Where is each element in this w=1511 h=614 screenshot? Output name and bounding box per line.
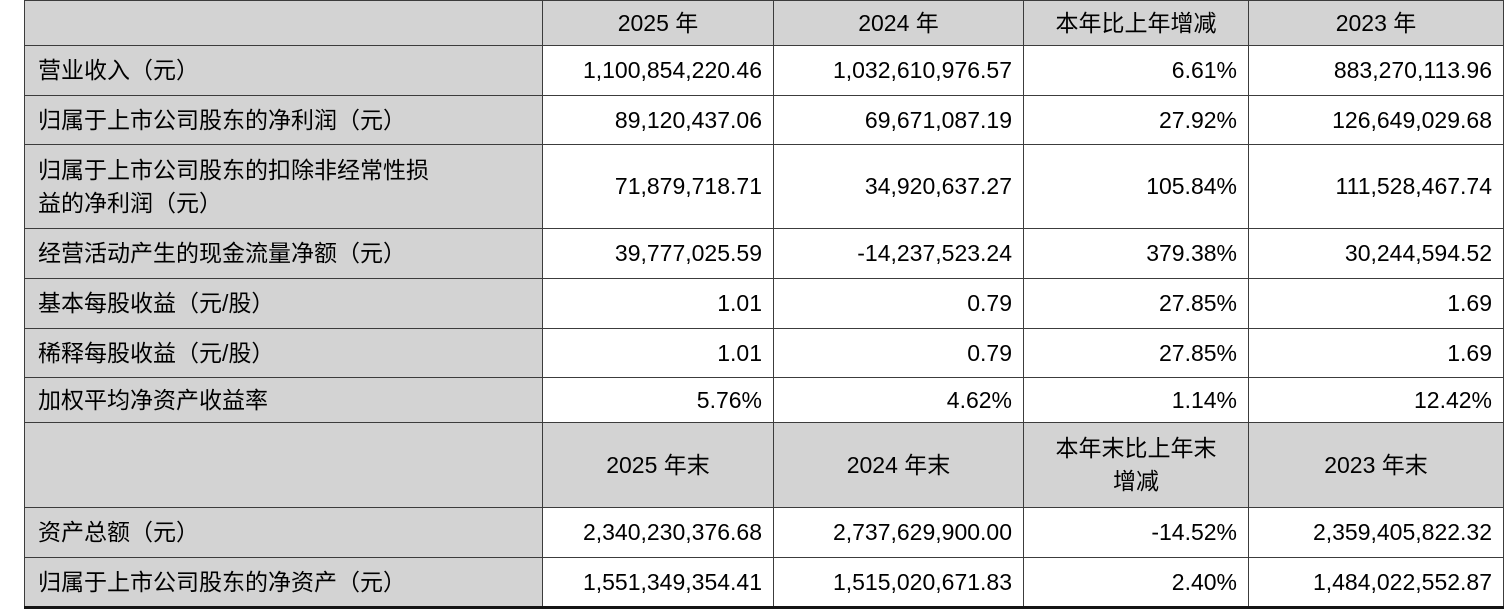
table-row: 资产总额（元） 2,340,230,376.68 2,737,629,900.00-…	[24, 507, 1504, 558]
value-cell: 2,340,230,376.68	[542, 507, 774, 558]
column-header: 2023 年末	[1248, 422, 1504, 508]
value-cell: -14.52%	[1023, 507, 1249, 558]
table-row: 经营活动产生的现金流量净额（元） 39,777,025.59 -14,237,523…	[24, 228, 1504, 279]
value-cell: 1,484,022,552.87	[1248, 557, 1504, 608]
column-header: 本年末比上年末 增减	[1023, 422, 1249, 508]
value-cell: 69,671,087.19	[773, 95, 1024, 145]
row-label: 营业收入（元）	[24, 45, 543, 96]
row-label: 经营活动产生的现金流量净额（元）	[24, 228, 543, 279]
column-header: 2023 年	[1248, 0, 1504, 46]
header-row-2: 2025 年末 2024 年末 本年末比上年末 增减 2023 年末	[24, 422, 1504, 508]
table-row: 营业收入（元） 1,100,854,220.46 1,032,610,976.57 6…	[24, 45, 1504, 96]
value-cell: 1.01	[542, 278, 774, 329]
column-header: 本年比上年增减	[1023, 0, 1249, 46]
row-label: 归属于上市公司股东的扣除非经常性损 益的净利润（元）	[24, 144, 543, 229]
header-label-cell	[24, 422, 543, 508]
value-cell: 105.84%	[1023, 144, 1249, 229]
value-cell: 30,244,594.52	[1248, 228, 1504, 279]
value-cell: 126,649,029.68	[1248, 95, 1504, 145]
row-label: 基本每股收益（元/股）	[24, 278, 543, 329]
value-cell: -14,237,523.24	[773, 228, 1024, 279]
table-row: 稀释每股收益（元/股） 1.01 0.79 27.85% 1.69	[24, 328, 1504, 378]
column-header: 2024 年末	[773, 422, 1024, 508]
value-cell: 1,100,854,220.46	[542, 45, 774, 96]
row-label: 加权平均净资产收益率	[24, 377, 543, 423]
row-label: 归属于上市公司股东的净资产（元）	[24, 557, 543, 608]
value-cell: 27.85%	[1023, 328, 1249, 378]
table-row: 归属于上市公司股东的净资产（元） 1,551,349,354.41 1,515,02…	[24, 557, 1504, 608]
value-cell: 0.79	[773, 278, 1024, 329]
value-cell: 1.69	[1248, 328, 1504, 378]
row-label: 归属于上市公司股东的净利润（元）	[24, 95, 543, 145]
value-cell: 27.85%	[1023, 278, 1249, 329]
value-cell: 5.76%	[542, 377, 774, 423]
table-row: 归属于上市公司股东的扣除非经常性损 益的净利润（元） 71,879,718.71 3…	[24, 144, 1504, 229]
value-cell: 1,551,349,354.41	[542, 557, 774, 608]
table-row: 加权平均净资产收益率 5.76% 4.62% 1.14% 12.42%	[24, 377, 1504, 423]
value-cell: 1.69	[1248, 278, 1504, 329]
header-label-cell	[24, 0, 543, 46]
row-label: 资产总额（元）	[24, 507, 543, 558]
table-row: 基本每股收益（元/股） 1.01 0.79 27.85% 1.69	[24, 278, 1504, 329]
table-row: 归属于上市公司股东的净利润（元） 89,120,437.06 69,671,087.…	[24, 95, 1504, 145]
column-header: 2025 年	[542, 0, 774, 46]
value-cell: 89,120,437.06	[542, 95, 774, 145]
column-header: 2024 年	[773, 0, 1024, 46]
value-cell: 12.42%	[1248, 377, 1504, 423]
value-cell: 1.01	[542, 328, 774, 378]
value-cell: 71,879,718.71	[542, 144, 774, 229]
value-cell: 27.92%	[1023, 95, 1249, 145]
value-cell: 883,270,113.96	[1248, 45, 1504, 96]
value-cell: 111,528,467.74	[1248, 144, 1504, 229]
value-cell: 34,920,637.27	[773, 144, 1024, 229]
value-cell: 6.61%	[1023, 45, 1249, 96]
key-financials-table-body: 2025 年 2024 年本年比上年增减 2023 年营业收入（元） 1,100,85…	[24, 0, 1504, 608]
value-cell: 2,737,629,900.00	[773, 507, 1024, 558]
header-row-1: 2025 年 2024 年本年比上年增减 2023 年	[24, 0, 1504, 46]
column-header: 2025 年末	[542, 422, 774, 508]
value-cell: 39,777,025.59	[542, 228, 774, 279]
row-label: 稀释每股收益（元/股）	[24, 328, 543, 378]
key-financials-table: 2025 年 2024 年本年比上年增减 2023 年营业收入（元） 1,100,85…	[24, 0, 1504, 609]
value-cell: 2.40%	[1023, 557, 1249, 608]
value-cell: 1,515,020,671.83	[773, 557, 1024, 608]
value-cell: 0.79	[773, 328, 1024, 378]
value-cell: 1,032,610,976.57	[773, 45, 1024, 96]
value-cell: 2,359,405,822.32	[1248, 507, 1504, 558]
value-cell: 379.38%	[1023, 228, 1249, 279]
value-cell: 4.62%	[773, 377, 1024, 423]
value-cell: 1.14%	[1023, 377, 1249, 423]
